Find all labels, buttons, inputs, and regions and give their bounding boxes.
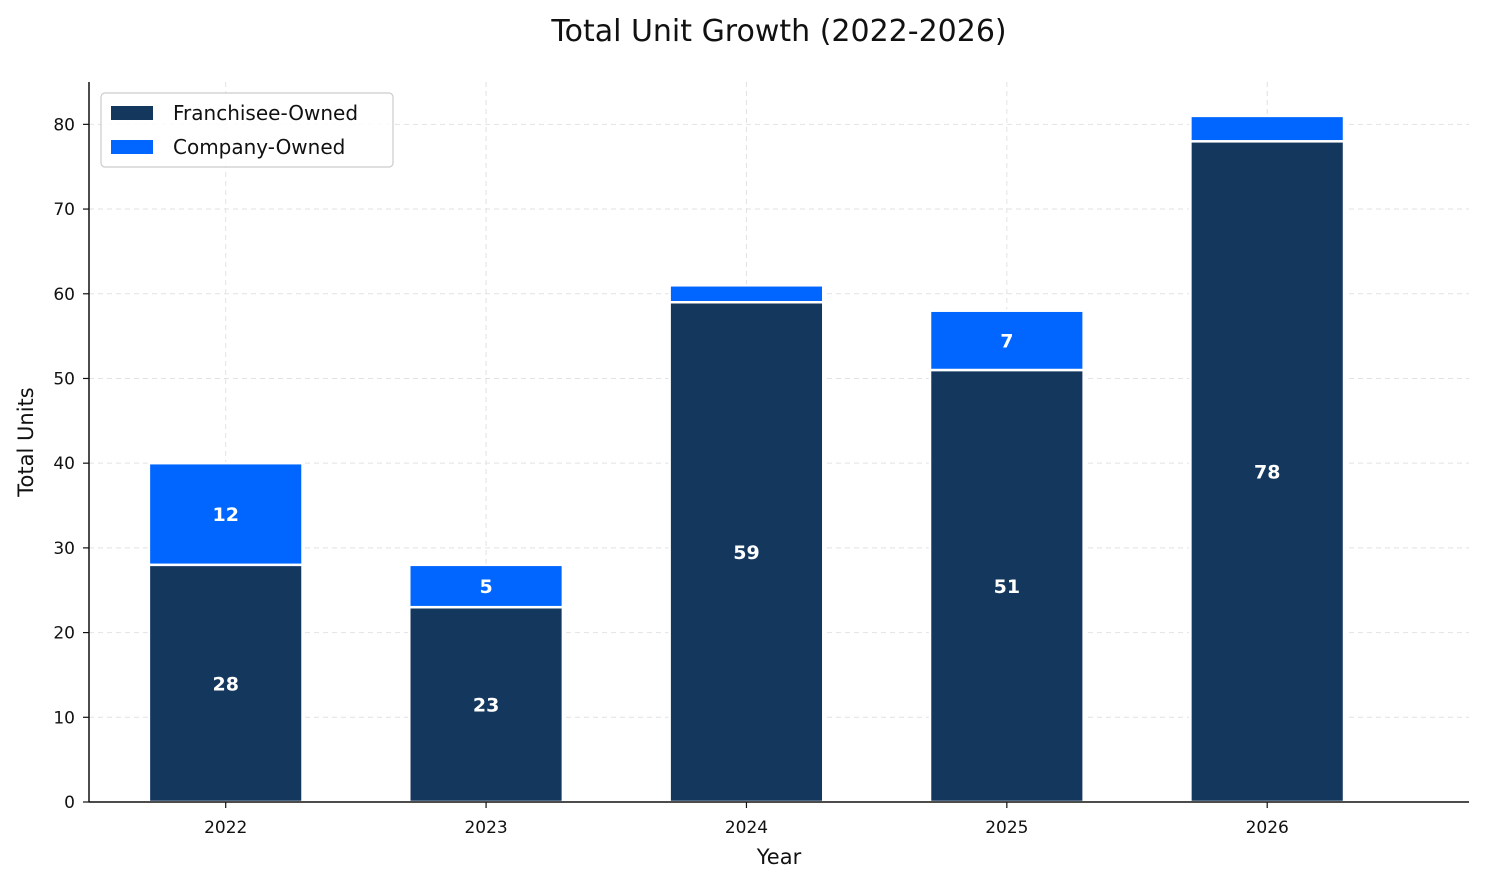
data-labels-group: 28 12 23 5 59 51 7 78 <box>212 330 1280 716</box>
legend-label-company: Company-Owned <box>173 135 345 159</box>
x-tick-label: 2024 <box>725 818 768 838</box>
bar-franchisee-2023 <box>408 605 565 804</box>
x-tick-label: 2023 <box>464 818 507 838</box>
y-tick-label: 10 <box>53 708 75 728</box>
legend-box <box>100 92 394 168</box>
y-tick-label: 30 <box>53 539 75 559</box>
bar-company-2022 <box>147 461 304 567</box>
data-label-franchisee-2023: 23 <box>473 695 499 717</box>
data-label-franchisee-2022: 28 <box>212 673 238 695</box>
bar-franchisee-2025 <box>928 368 1085 804</box>
bar-franchisee-2026 <box>1189 140 1346 804</box>
bar-company-2026 <box>1189 114 1346 143</box>
data-label-franchisee-2024: 59 <box>733 542 759 564</box>
y-tick-label: 20 <box>53 624 75 644</box>
axes-group: 0 10 20 30 40 50 60 70 80 2022 2023 2024 2025 2026 <box>53 82 1469 838</box>
y-tick-label: 40 <box>53 454 75 474</box>
data-label-franchisee-2025: 51 <box>994 576 1020 598</box>
data-label-franchisee-2026: 78 <box>1254 462 1280 484</box>
chart-title: Total Unit Growth (2022-2026) <box>550 14 1006 49</box>
data-label-company-2023: 5 <box>479 576 492 598</box>
y-tick-label: 80 <box>53 115 75 135</box>
y-axis-label: Total Units <box>14 387 38 497</box>
data-label-company-2025: 7 <box>1000 330 1013 352</box>
bar-franchisee-2024 <box>668 300 825 804</box>
x-tick-label: 2025 <box>985 818 1028 838</box>
y-tick-label: 0 <box>64 793 75 813</box>
bar-company-2024 <box>668 284 825 304</box>
legend-swatch-company <box>111 140 153 154</box>
legend-label-franchisee: Franchisee-Owned <box>173 101 358 125</box>
y-tick-label: 70 <box>53 200 75 220</box>
bars-group <box>147 114 1346 804</box>
bar-company-2023 <box>408 563 565 609</box>
data-label-company-2022: 12 <box>212 504 238 526</box>
x-tick-label: 2026 <box>1246 818 1289 838</box>
y-tick-label: 60 <box>53 285 75 305</box>
x-axis-label: Year <box>756 845 802 869</box>
bar-company-2025 <box>928 309 1085 372</box>
y-tick-label: 50 <box>53 369 75 389</box>
legend-swatch-franchisee <box>111 106 153 120</box>
x-tick-label: 2022 <box>204 818 247 838</box>
legend: Franchisee-Owned Company-Owned <box>100 92 394 168</box>
